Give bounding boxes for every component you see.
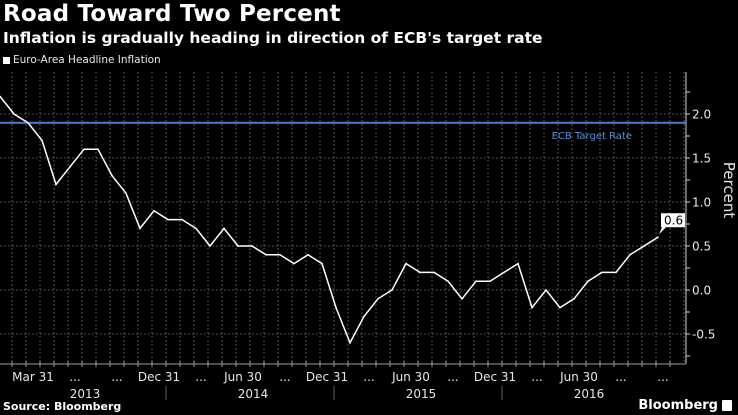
data-point [475, 280, 477, 283]
data-point [181, 218, 183, 221]
data-point [615, 271, 617, 274]
data-point [111, 174, 113, 177]
data-point [55, 183, 57, 186]
data-point [153, 210, 155, 212]
x-tick-label: Dec 31 [306, 370, 348, 384]
data-point [657, 236, 659, 238]
data-point [237, 245, 239, 247]
legend-label: Euro-Area Headline Inflation [13, 54, 161, 66]
data-point [307, 254, 309, 256]
data-point [531, 306, 533, 309]
brand: Bloomberg [638, 398, 732, 413]
x-tick-label: ... [363, 370, 374, 384]
data-point [69, 166, 71, 168]
data-point [629, 254, 631, 256]
data-point [391, 289, 393, 291]
chart-subtitle: Inflation is gradually heading in direct… [3, 29, 543, 47]
x-year-label: 2015 [406, 387, 437, 401]
y-tick-label: 1.5 [692, 152, 711, 166]
x-tick-label: Jun 30 [559, 370, 598, 384]
last-value-tag [659, 213, 685, 235]
data-point [167, 218, 169, 221]
data-point [223, 227, 225, 230]
x-year-label: 2016 [574, 387, 605, 401]
data-point [461, 298, 463, 300]
data-point [433, 271, 435, 274]
data-point [573, 298, 575, 300]
y-axis-title: Percent [720, 162, 738, 219]
bloomberg-logo-icon [722, 400, 732, 411]
source-note: Source: Bloomberg [3, 400, 122, 413]
x-year-label: 2014 [238, 387, 269, 401]
x-year-label: 2013 [70, 387, 101, 401]
x-tick-label: ... [447, 370, 458, 384]
data-point [139, 227, 141, 230]
x-tick-label: Dec 31 [474, 370, 516, 384]
data-point [503, 271, 505, 274]
data-point [363, 315, 365, 318]
y-tick-label: 2.0 [692, 108, 711, 122]
data-point [195, 227, 197, 230]
data-point [251, 245, 253, 247]
data-point [293, 262, 295, 265]
data-point [209, 245, 211, 247]
data-point [279, 254, 281, 256]
chart-title: Road Toward Two Percent [3, 1, 341, 27]
y-tick-label: 1.0 [692, 196, 711, 210]
data-point [83, 148, 85, 150]
x-tick-label: ... [657, 370, 668, 384]
data-point [321, 262, 323, 265]
data-point [447, 280, 449, 283]
data-point [97, 148, 99, 150]
data-point [601, 271, 603, 274]
data-point [265, 254, 267, 256]
x-tick-label: Jun 30 [223, 370, 262, 384]
x-tick-label: ... [279, 370, 290, 384]
data-point [643, 245, 645, 247]
data-point [27, 122, 29, 124]
data-point [41, 139, 43, 142]
data-point [349, 342, 351, 344]
legend: Euro-Area Headline Inflation [3, 54, 161, 66]
data-point [335, 306, 337, 309]
data-point [587, 280, 589, 283]
x-tick-label: Mar 31 [12, 370, 54, 384]
x-tick-label: Jun 30 [391, 370, 430, 384]
data-point [419, 271, 421, 274]
data-point [559, 306, 561, 309]
data-point [405, 262, 407, 265]
data-point [0, 95, 1, 98]
last-value-label: 0.6 [664, 214, 683, 228]
data-point [377, 298, 379, 300]
inflation-series-line [0, 95, 659, 345]
brand-name: Bloomberg [638, 398, 718, 413]
x-tick-label: ... [615, 370, 626, 384]
x-tick-label: Dec 31 [138, 370, 180, 384]
data-point [489, 280, 491, 283]
data-point [545, 289, 547, 291]
y-tick-label: 0.0 [692, 284, 711, 298]
data-point [125, 192, 127, 194]
data-point [517, 262, 519, 265]
x-tick-label: ... [531, 370, 542, 384]
data-point [13, 113, 15, 115]
x-tick-label: ... [111, 370, 122, 384]
legend-swatch-icon [3, 56, 10, 64]
y-tick-label: 0.5 [692, 240, 711, 254]
x-tick-label: ... [69, 370, 80, 384]
x-tick-label: ... [195, 370, 206, 384]
y-tick-label: -0.5 [692, 328, 715, 342]
ecb-target-label: ECB Target Rate [552, 131, 632, 142]
